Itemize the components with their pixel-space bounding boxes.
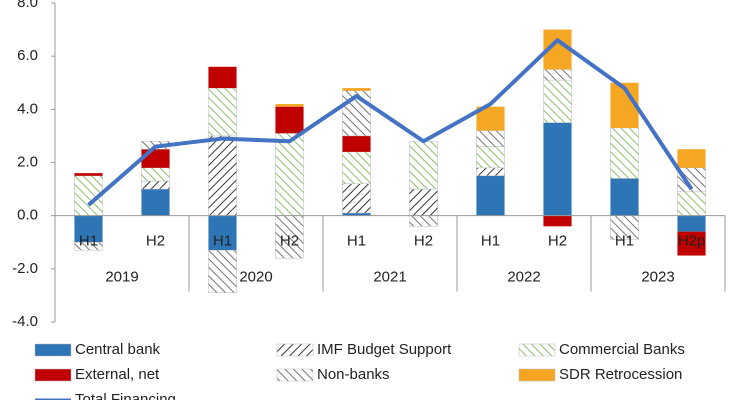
bar-segment — [409, 215, 438, 227]
legend-swatch — [518, 368, 556, 382]
legend-label: Total Financing — [75, 391, 176, 400]
bar-segment — [476, 146, 505, 169]
bar-segment — [208, 215, 237, 251]
bar-segment — [342, 183, 371, 214]
bar-segment — [543, 69, 572, 81]
y-tick-label: 2.0 — [17, 153, 38, 170]
bar-segment — [677, 149, 706, 168]
bar-segment — [208, 87, 237, 137]
bar-segment — [476, 130, 505, 147]
x-tick-label: H2 — [548, 233, 567, 250]
x-tick-label: H1 — [347, 233, 366, 250]
bar-segment — [677, 215, 706, 232]
bar-segment — [275, 215, 304, 259]
bar-segment — [275, 106, 304, 134]
bar-segment — [476, 175, 505, 216]
x-tick-label: H2 — [146, 233, 165, 250]
bar-segment — [74, 242, 103, 251]
y-tick-label: 6.0 — [17, 47, 38, 64]
y-tick-label: -4.0 — [12, 313, 38, 330]
x-group-label: 2022 — [507, 269, 540, 286]
legend-label: External, net — [75, 366, 160, 383]
bar-segment — [342, 88, 371, 91]
bar-segment — [677, 231, 706, 256]
bar-segment — [74, 173, 103, 176]
bar-segment — [342, 135, 371, 152]
x-group-label: 2019 — [105, 269, 138, 286]
legend-swatch — [276, 368, 314, 382]
legend-swatch — [34, 343, 72, 357]
bar-segment — [275, 133, 304, 216]
y-tick-label: -2.0 — [12, 260, 38, 277]
y-tick-label: 4.0 — [17, 100, 38, 117]
bar-segment — [476, 167, 505, 177]
bar-segment — [543, 79, 572, 123]
x-tick-label: H1 — [481, 233, 500, 250]
x-tick-label: H2 — [280, 233, 299, 250]
bar-segment — [342, 151, 371, 185]
bar-segment — [677, 191, 706, 216]
legend-label: SDR Retrocession — [559, 366, 682, 383]
x-tick-label: H2 — [414, 233, 433, 250]
legend-label: Central bank — [75, 341, 161, 358]
legend-swatch — [34, 368, 72, 382]
bar-segment — [409, 188, 438, 216]
bar-segment — [476, 106, 505, 131]
x-group-label: 2021 — [373, 269, 406, 286]
bar-segment — [141, 149, 170, 168]
x-tick-label: H1 — [79, 233, 98, 250]
legend-swatch — [276, 343, 314, 357]
x-group-label: 2020 — [239, 269, 272, 286]
bar-segment — [275, 104, 304, 107]
bar-segment — [543, 215, 572, 227]
bar-segment — [610, 178, 639, 216]
legend-label: Non-banks — [317, 366, 390, 383]
x-tick-label: H1 — [213, 233, 232, 250]
bar-segment — [141, 189, 170, 216]
legend-label: IMF Budget Support — [317, 341, 452, 358]
bar-segment — [610, 127, 639, 179]
bar-segment — [141, 167, 170, 182]
bar-segment — [342, 213, 371, 216]
x-tick-label: H2p — [678, 233, 706, 250]
x-tick-label: H1 — [615, 233, 634, 250]
bar-segment — [208, 249, 237, 294]
legend-swatch — [518, 343, 556, 357]
legend-label: Commercial Banks — [559, 341, 685, 358]
bar-segment — [141, 180, 170, 190]
bar-segment — [409, 140, 438, 190]
bar-segment — [208, 66, 237, 89]
bar-segment — [208, 135, 237, 216]
bar-segment — [74, 215, 103, 243]
x-group-label: 2023 — [641, 269, 674, 286]
y-tick-label: 0.0 — [17, 207, 38, 224]
bar-segment — [543, 122, 572, 216]
total-line — [87, 38, 694, 207]
y-tick-label: 8.0 — [17, 0, 38, 11]
